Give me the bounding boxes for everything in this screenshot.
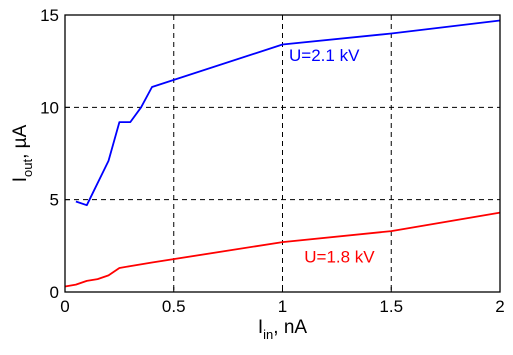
- y-tick-label: 10: [40, 98, 59, 117]
- series-lines: [64, 19, 501, 288]
- y-axis-label-sub: out: [20, 159, 35, 177]
- series-label-1: U=2.1 kV: [289, 46, 360, 65]
- x-tick-label: 0.5: [162, 297, 186, 316]
- grid-lines: [64, 14, 501, 293]
- plot-frame: [64, 14, 501, 293]
- x-tick-label: 2: [495, 297, 504, 316]
- x-tick-label: 1.5: [379, 297, 403, 316]
- y-axis-label-unit: , µA: [10, 124, 31, 159]
- y-axis-label: Iout, µA: [10, 124, 35, 182]
- y-tick-label: 15: [40, 6, 59, 25]
- series-label-2: U=1.8 kV: [304, 247, 375, 266]
- series-annotations: U=2.1 kV U=1.8 kV: [289, 46, 375, 266]
- x-axis-label-main: I: [258, 317, 263, 338]
- series-line-2: [64, 211, 501, 288]
- y-tick-label: 5: [50, 191, 59, 210]
- x-tick-label: 1: [278, 297, 287, 316]
- y-axis-label-main: I: [10, 177, 31, 182]
- x-axis-label-sub: in: [263, 327, 273, 342]
- x-tick-label: 0: [60, 297, 69, 316]
- x-axis-label: Iin, nA: [258, 317, 308, 342]
- series-line-1: [75, 19, 501, 207]
- x-axis-label-unit: , nA: [273, 317, 307, 338]
- y-tick-label: 0: [50, 283, 59, 302]
- tick-labels: 0 0.5 1 1.5 2 0 5 10 15: [40, 6, 505, 316]
